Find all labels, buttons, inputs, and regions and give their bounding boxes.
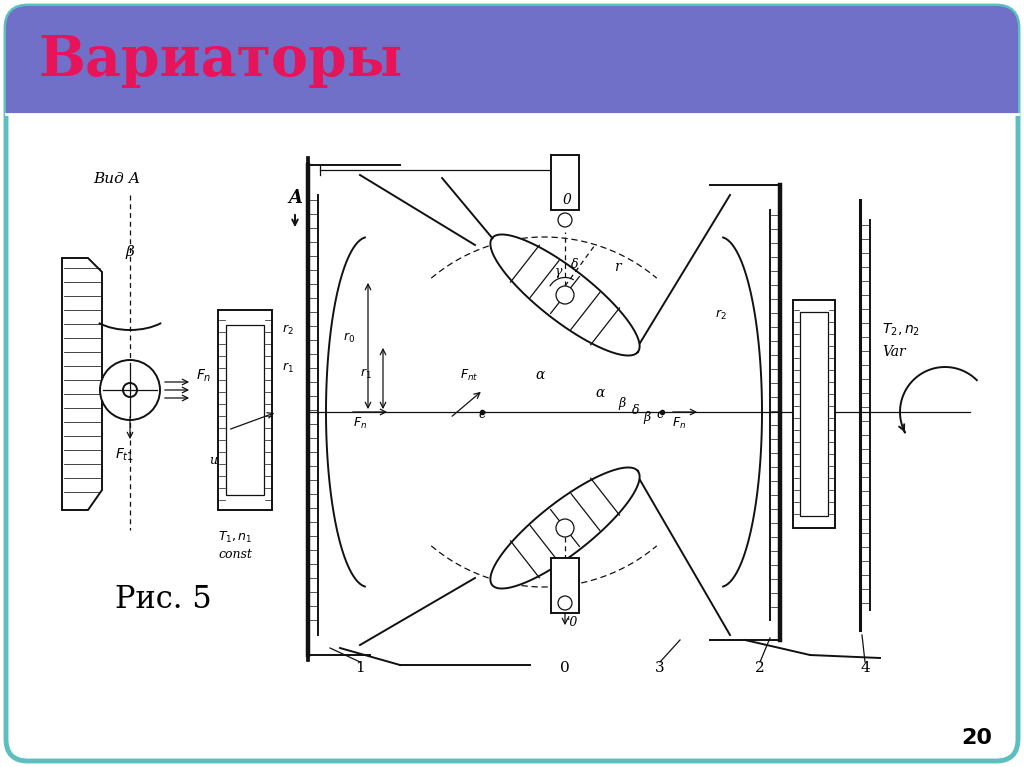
Text: $F_{nt}$: $F_{nt}$ (460, 367, 478, 383)
Bar (218, 310, 272, 510)
Bar (6, 60, 1018, 114)
Circle shape (100, 360, 160, 420)
Text: $F_n$: $F_n$ (672, 416, 686, 430)
Text: β: β (126, 245, 134, 259)
Text: 0: 0 (560, 661, 570, 675)
Bar (793, 300, 835, 528)
Bar (551, 155, 579, 210)
Circle shape (558, 596, 572, 610)
Text: 4: 4 (860, 661, 869, 675)
Circle shape (123, 383, 137, 397)
Bar (800, 312, 828, 516)
Text: γ: γ (555, 265, 563, 278)
Text: 1: 1 (355, 661, 365, 675)
Text: c: c (656, 409, 664, 422)
Text: $F_{t1}$: $F_{t1}$ (115, 447, 134, 463)
Text: c: c (478, 409, 485, 422)
Text: $F_n$: $F_n$ (353, 416, 368, 430)
Text: r: r (613, 260, 621, 274)
Bar (226, 325, 264, 495)
FancyBboxPatch shape (6, 6, 1018, 761)
Text: δ: δ (632, 403, 640, 416)
Text: Рис. 5: Рис. 5 (115, 584, 212, 615)
Polygon shape (490, 235, 640, 355)
Text: α: α (595, 386, 605, 400)
Polygon shape (62, 258, 102, 510)
Text: u: u (209, 453, 217, 466)
Text: '0: '0 (567, 615, 579, 628)
Circle shape (556, 286, 574, 304)
Text: $r_2$: $r_2$ (282, 323, 294, 337)
Text: δ: δ (571, 258, 579, 272)
Polygon shape (490, 468, 640, 588)
Text: β: β (643, 410, 650, 423)
Text: $r_0$: $r_0$ (343, 331, 355, 345)
Text: Вариаторы: Вариаторы (38, 32, 402, 87)
Text: $T_2,n_2$: $T_2,n_2$ (882, 322, 921, 338)
FancyBboxPatch shape (6, 6, 1018, 114)
Circle shape (558, 213, 572, 227)
Text: 3: 3 (655, 661, 665, 675)
Text: Var: Var (882, 345, 905, 359)
Text: 20: 20 (961, 728, 992, 748)
Text: A: A (288, 189, 302, 207)
Text: 2: 2 (755, 661, 765, 675)
Text: $r_1$: $r_1$ (282, 361, 294, 375)
Text: α: α (536, 368, 545, 382)
Text: $r_2$: $r_2$ (715, 308, 727, 322)
Circle shape (556, 519, 574, 537)
Text: $F_n$: $F_n$ (196, 368, 212, 384)
Bar (551, 558, 579, 613)
Text: β: β (618, 397, 626, 410)
Text: const: const (218, 548, 252, 561)
Text: 0: 0 (562, 193, 571, 207)
Text: $r_1$: $r_1$ (360, 367, 372, 381)
Text: Вид А: Вид А (93, 172, 140, 186)
Text: $T_1, n_1$: $T_1, n_1$ (218, 530, 253, 545)
